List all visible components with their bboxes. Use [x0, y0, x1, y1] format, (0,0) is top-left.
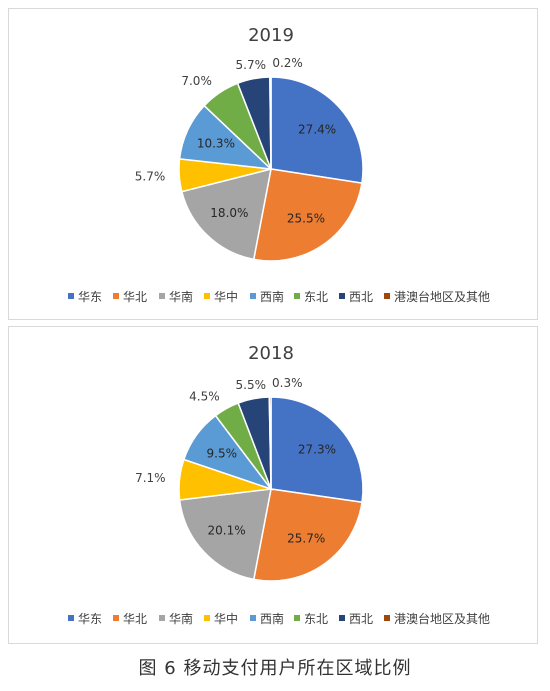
legend-entry: 东北 [304, 290, 328, 304]
pie-slice [270, 76, 364, 184]
pie-slice [270, 396, 364, 504]
legend-entry: 港澳台地区及其他 [394, 289, 490, 304]
legend-swatch [250, 615, 256, 621]
chart-panel-2019: 2019 27.4% 25.5% 18.0% 5.7% 10.3% 7.0% 5.7% 0.2%… [8, 8, 538, 320]
legend-swatch [294, 293, 300, 299]
pie-chart-2019: 2019 27.4% 25.5% 18.0% 5.7% 10.3% 7.0% 5.7% 0.2%… [68, 25, 490, 304]
data-label: 9.5% [207, 446, 238, 460]
legend-entry: 华东 [78, 612, 102, 626]
legend-swatch [204, 293, 210, 299]
pie-slice [268, 396, 272, 490]
data-label: 27.4% [298, 123, 336, 137]
legend-entry: 华北 [123, 290, 147, 304]
legend-swatch [159, 615, 165, 621]
legend-swatch [250, 293, 256, 299]
figure-caption: 图 6 移动支付用户所在区域比例 [138, 658, 412, 679]
legend-swatch [384, 615, 390, 621]
pie-slice [269, 76, 272, 170]
legend-entry: 西北 [349, 612, 373, 626]
data-label: 7.1% [135, 471, 166, 485]
legend-entry: 华中 [214, 611, 238, 626]
legend-entry: 西南 [260, 611, 284, 626]
data-label: 4.5% [189, 389, 220, 403]
legend-entry: 华北 [123, 612, 147, 626]
chart-title: 2018 [248, 343, 294, 364]
data-label: 5.7% [236, 58, 267, 72]
pie-slice [252, 168, 363, 262]
legend-swatch [68, 615, 74, 621]
data-label: 27.3% [298, 442, 336, 456]
chart-panel-2018: 2018 27.3% 25.7% 20.1% 7.1% 9.5% 4.5% 5.5% 0.3% 华… [8, 326, 538, 644]
pie-slice [178, 488, 272, 581]
legend-entry: 华南 [169, 289, 193, 304]
data-label: 18.0% [210, 206, 248, 220]
legend-swatch [384, 293, 390, 299]
pie-slice [180, 167, 272, 261]
chart-title: 2019 [248, 25, 294, 46]
data-label: 7.0% [181, 74, 212, 88]
data-label: 5.7% [135, 169, 166, 183]
legend-swatch [68, 293, 74, 299]
legend-entry: 华南 [169, 611, 193, 626]
data-label: 25.5% [287, 212, 325, 226]
data-label: 25.7% [287, 531, 325, 545]
data-label: 0.2% [272, 56, 303, 70]
legend-swatch [204, 615, 210, 621]
data-label: 10.3% [197, 136, 235, 150]
data-label: 5.5% [236, 378, 267, 392]
legend-entry: 西北 [349, 290, 373, 304]
pie-chart-2018: 2018 27.3% 25.7% 20.1% 7.1% 9.5% 4.5% 5.5% 0.3% 华… [68, 343, 490, 626]
legend-entry: 西南 [260, 289, 284, 304]
legend-swatch [339, 293, 345, 299]
data-label: 20.1% [208, 523, 246, 537]
legend-entry: 华中 [214, 289, 238, 304]
pie-slice [252, 488, 363, 582]
legend-entry: 东北 [304, 612, 328, 626]
legend-swatch [113, 293, 119, 299]
data-label: 0.3% [272, 376, 303, 390]
legend-swatch [339, 615, 345, 621]
legend-swatch [294, 615, 300, 621]
legend-entry: 华东 [78, 290, 102, 304]
legend-entry: 港澳台地区及其他 [394, 611, 490, 626]
legend-swatch [113, 615, 119, 621]
legend-swatch [159, 293, 165, 299]
